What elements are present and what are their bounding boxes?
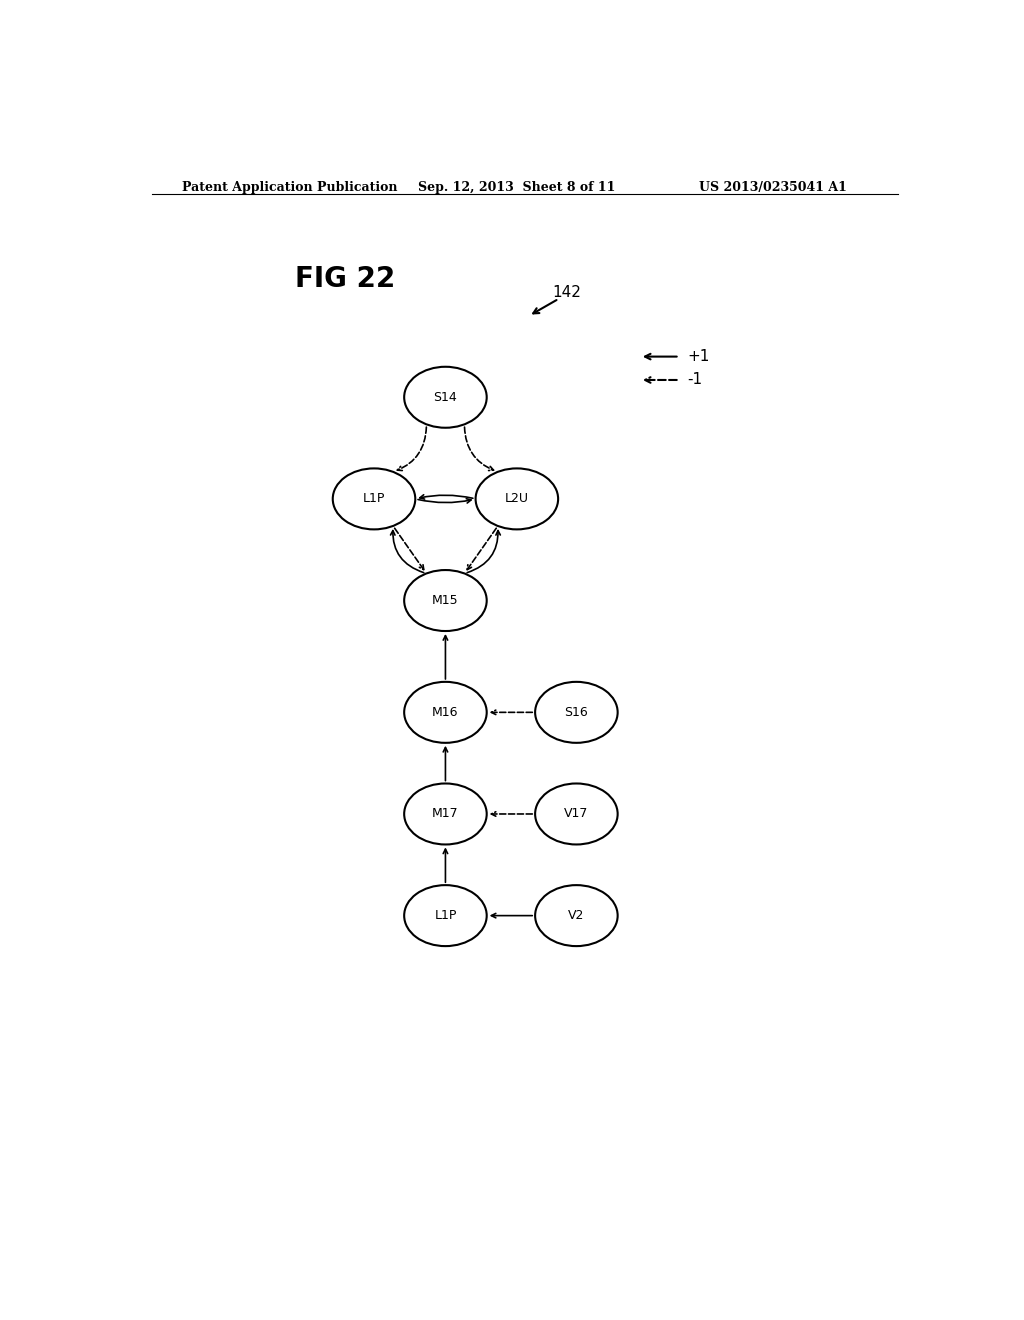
Text: M16: M16 — [432, 706, 459, 719]
Text: +1: +1 — [687, 348, 710, 364]
Text: -1: -1 — [687, 372, 702, 388]
Text: US 2013/0235041 A1: US 2013/0235041 A1 — [699, 181, 847, 194]
Text: 142: 142 — [553, 285, 582, 301]
Text: M17: M17 — [432, 808, 459, 821]
Text: Sep. 12, 2013  Sheet 8 of 11: Sep. 12, 2013 Sheet 8 of 11 — [418, 181, 615, 194]
Text: FIG 22: FIG 22 — [295, 265, 395, 293]
Text: M15: M15 — [432, 594, 459, 607]
Text: V2: V2 — [568, 909, 585, 923]
Text: V17: V17 — [564, 808, 589, 821]
Text: L1P: L1P — [434, 909, 457, 923]
Text: S14: S14 — [433, 391, 458, 404]
Text: Patent Application Publication: Patent Application Publication — [182, 181, 397, 194]
Text: S16: S16 — [564, 706, 588, 719]
Text: L2U: L2U — [505, 492, 528, 506]
Text: L1P: L1P — [362, 492, 385, 506]
